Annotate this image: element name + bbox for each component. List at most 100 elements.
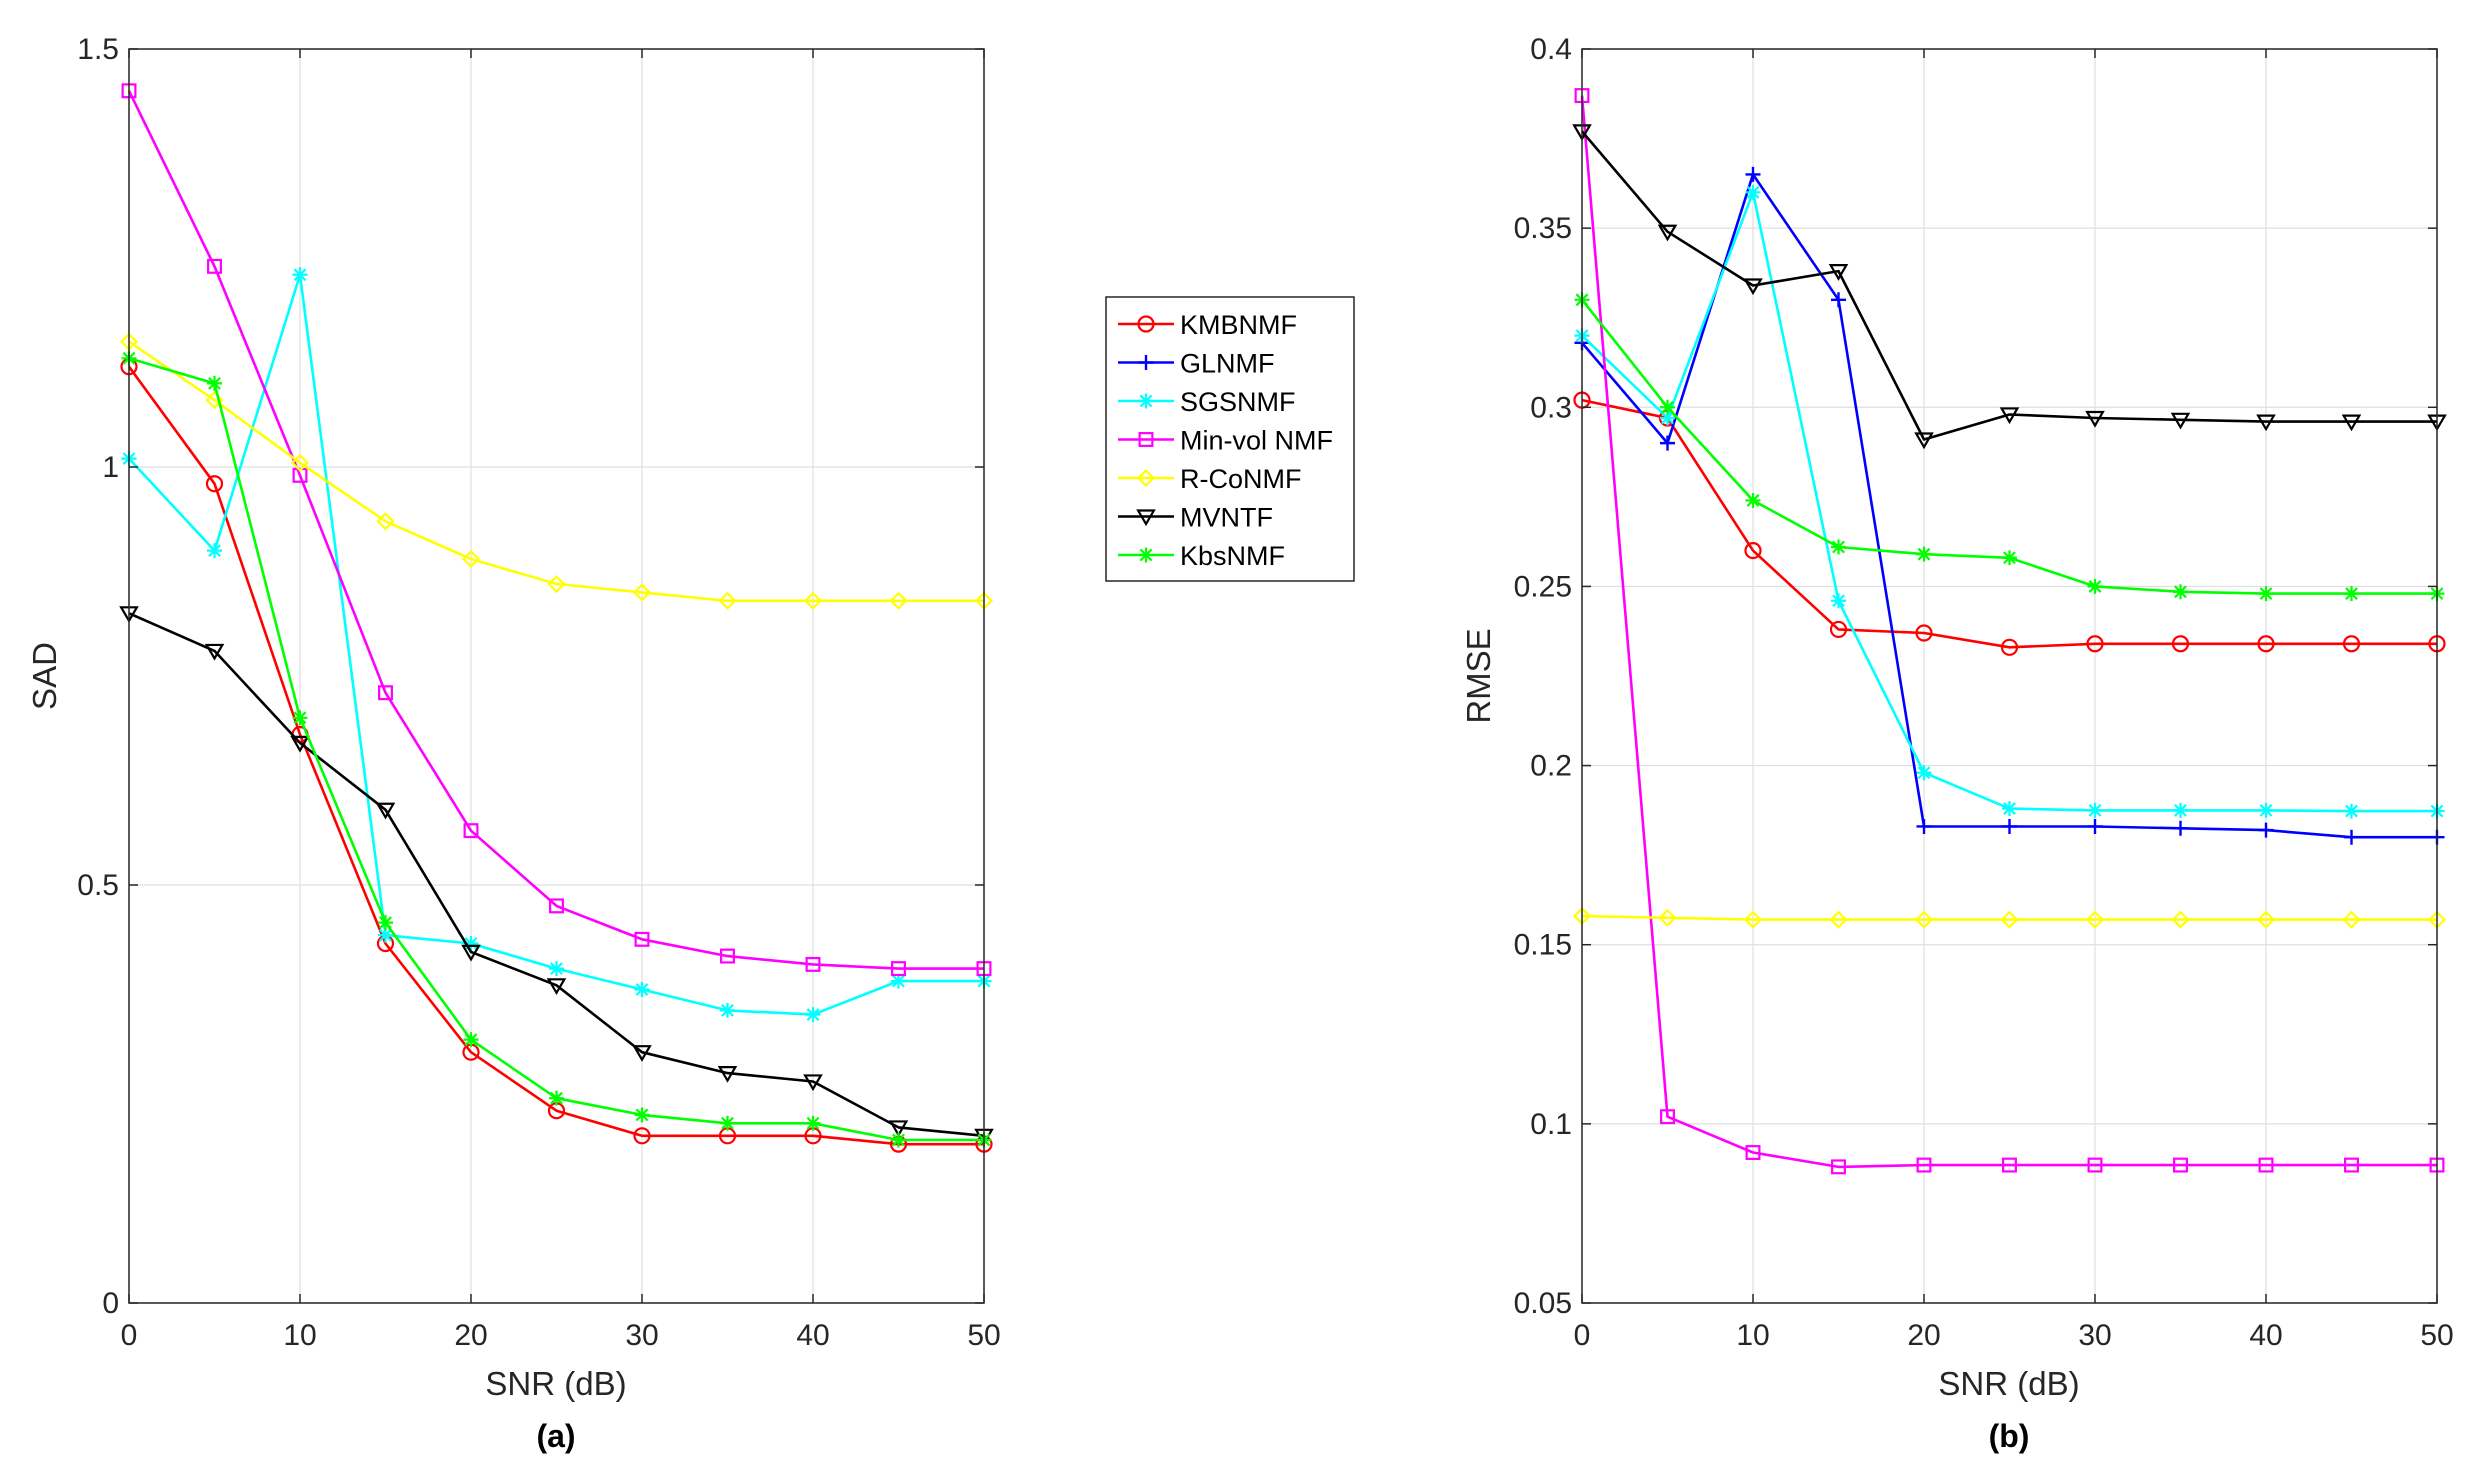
legend-label: MVNTF xyxy=(1180,503,1273,533)
data-point-r-conmf xyxy=(547,574,566,594)
chart-panel-b: 0 10 20 30 40 500.050.10.150.20.250.30.350.4 … xyxy=(1460,33,2454,1454)
data-point-mvntf xyxy=(546,978,567,996)
data-point-kbsnmf xyxy=(463,1032,479,1048)
data-point-sgsnmf xyxy=(207,543,222,559)
data-point-glnmf xyxy=(1831,292,1846,308)
series-line-mvntf xyxy=(1581,130,2437,441)
data-point-min-vol-nmf xyxy=(1916,1157,1932,1173)
data-point-sgsnmf xyxy=(720,1002,735,1018)
data-point-mvntf xyxy=(2341,414,2362,432)
x-tick-label: 0 xyxy=(121,1319,138,1352)
data-point-glnmf xyxy=(1745,166,1761,182)
data-point-kmbnmf xyxy=(1829,620,1848,639)
legend-label: R-CoNMF xyxy=(1180,464,1302,494)
data-point-mvntf xyxy=(632,1045,652,1062)
legend-marker-r-conmf xyxy=(1136,468,1156,488)
x-axis-title-a: SNR (dB) xyxy=(485,1365,626,1402)
series-line-min-vol-nmf xyxy=(1580,95,2437,1169)
y-tick-label: 1.5 xyxy=(77,33,119,66)
legend-entries: KMBNMF GLNMF SGSNMF Min-vol NMF R-CoNMF MVNTF… xyxy=(1118,310,1333,571)
legend-marker-kmbnmf xyxy=(1137,315,1155,333)
legend: KMBNMF GLNMF SGSNMF Min-vol NMF R-CoNMF MVNTF… xyxy=(1105,296,1355,582)
data-point-kbsnmf xyxy=(1916,546,1932,562)
data-point-sgsnmf xyxy=(1831,593,1846,609)
y-tick-label: 0.2 xyxy=(1530,750,1572,783)
data-point-kmbnmf xyxy=(633,1127,651,1145)
data-point-min-vol-nmf xyxy=(805,956,821,972)
data-point-min-vol-nmf xyxy=(1660,1109,1675,1125)
legend-label: Min-vol NMF xyxy=(1180,426,1333,456)
ticks-b: 0 10 20 30 40 50 0.05 0.1 0.15 0.2 0.25 0.3 0.35 0.4 xyxy=(1514,33,2454,1352)
data-point-sgsnmf xyxy=(2258,802,2274,818)
legend-marker-kbsnmf xyxy=(1138,547,1154,563)
data-point-kbsnmf xyxy=(2258,586,2274,602)
y-tick-label: 0.15 xyxy=(1514,929,1572,962)
legend-marker-min-vol-nmf xyxy=(1138,432,1154,447)
y-tick-label: 0.4 xyxy=(1530,33,1572,66)
data-point-sgsnmf xyxy=(1745,184,1761,200)
x-tick-label: 20 xyxy=(1907,1319,1940,1352)
series-r-conmf-b xyxy=(1572,906,2447,929)
data-point-sgsnmf xyxy=(891,973,906,989)
x-tick-label: 10 xyxy=(283,1319,316,1352)
x-tick-label: 20 xyxy=(454,1319,487,1352)
data-point-r-conmf xyxy=(205,391,224,410)
legend-marker-sgsnmf xyxy=(1138,393,1154,409)
data-point-min-vol-nmf xyxy=(1831,1159,1846,1175)
legend-label: KbsNMF xyxy=(1180,541,1285,571)
legend-entry-r-conmf: R-CoNMF xyxy=(1118,464,1302,494)
legend-label: KMBNMF xyxy=(1180,310,1297,340)
plot-area-b xyxy=(1582,49,2437,1303)
data-point-r-conmf xyxy=(2256,910,2276,929)
data-point-glnmf xyxy=(2173,820,2188,836)
legend-entry-glnmf: GLNMF xyxy=(1118,349,1275,379)
data-point-mvntf xyxy=(888,1120,909,1138)
data-point-mvntf xyxy=(1828,264,1849,281)
data-point-min-vol-nmf xyxy=(378,685,393,701)
axes-box-b xyxy=(1581,48,2438,1304)
data-point-r-conmf xyxy=(290,453,310,472)
data-point-r-conmf xyxy=(889,591,908,610)
legend-marker-glnmf xyxy=(1138,355,1154,370)
data-point-r-conmf xyxy=(2085,910,2105,929)
data-point-mvntf xyxy=(2085,410,2105,428)
data-point-glnmf xyxy=(1916,818,1932,834)
axes-box-a xyxy=(128,48,985,1304)
series-r-conmf-a xyxy=(119,332,994,610)
legend-label: GLNMF xyxy=(1180,349,1275,379)
data-point-sgsnmf xyxy=(549,961,564,977)
data-point-kmbnmf xyxy=(2171,635,2190,653)
series-kbsnmf-a xyxy=(121,350,992,1148)
data-point-r-conmf xyxy=(1914,910,1934,929)
data-point-min-vol-nmf xyxy=(720,948,735,964)
data-point-min-vol-nmf xyxy=(2002,1157,2017,1173)
data-point-sgsnmf xyxy=(463,936,479,952)
data-point-kbsnmf xyxy=(378,915,393,931)
data-point-glnmf xyxy=(2002,818,2017,834)
x-axis-title-b: SNR (dB) xyxy=(1938,1365,2079,1402)
panel-label-b: (b) xyxy=(1989,1418,2030,1454)
data-point-min-vol-nmf xyxy=(2258,1157,2274,1173)
data-point-sgsnmf xyxy=(805,1007,821,1023)
legend-entry-kbsnmf: KbsNMF xyxy=(1118,541,1285,571)
series-line-kmbnmf xyxy=(1581,398,2437,649)
data-point-kmbnmf xyxy=(2086,635,2104,653)
legend-entry-mvntf: MVNTF xyxy=(1118,503,1273,533)
data-point-mvntf xyxy=(1743,278,1763,296)
data-point-min-vol-nmf xyxy=(2344,1157,2359,1173)
data-point-sgsnmf xyxy=(2173,802,2188,818)
y-tick-label: 0.35 xyxy=(1514,212,1572,245)
data-point-kmbnmf xyxy=(1915,624,1933,642)
legend-entry-min-vol-nmf: Min-vol NMF xyxy=(1118,426,1333,456)
data-point-mvntf xyxy=(375,802,396,820)
data-point-r-conmf xyxy=(1743,910,1763,929)
data-point-kbsnmf xyxy=(549,1090,564,1106)
data-point-min-vol-nmf xyxy=(549,898,564,914)
data-point-r-conmf xyxy=(376,512,395,531)
data-point-kmbnmf xyxy=(2000,638,2019,656)
data-point-min-vol-nmf xyxy=(207,258,222,274)
data-point-r-conmf xyxy=(2000,910,2019,929)
legend-marker-mvntf xyxy=(1136,509,1156,527)
data-point-glnmf xyxy=(2258,822,2274,838)
